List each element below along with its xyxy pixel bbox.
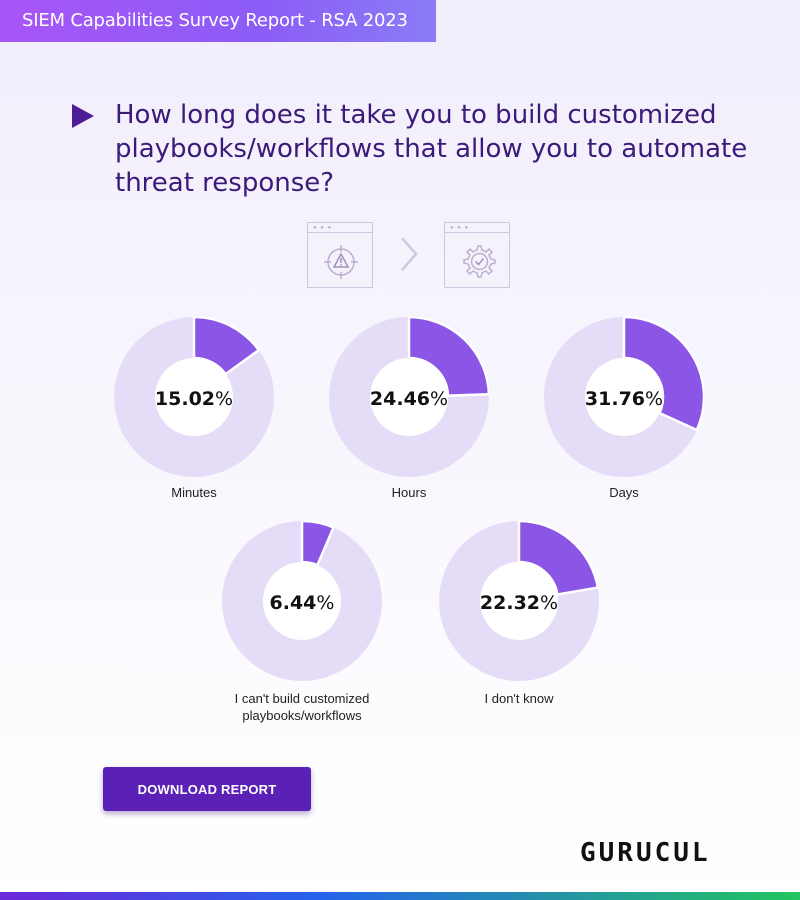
percentage-unit: % bbox=[645, 388, 664, 410]
percentage-unit: % bbox=[430, 388, 449, 410]
donut-chart: 31.76% Days bbox=[544, 317, 724, 517]
donut-chart: 24.46% Hours bbox=[329, 317, 509, 517]
percentage-label: 15.02% bbox=[114, 388, 274, 410]
category-label: Hours bbox=[391, 485, 427, 500]
donut-hole bbox=[480, 562, 558, 640]
chevron-right-icon bbox=[401, 237, 418, 271]
percentage-value: 6.44 bbox=[269, 592, 317, 614]
percentage-value: 22.32 bbox=[479, 592, 541, 614]
play-arrow-icon bbox=[72, 104, 94, 128]
donut-hole bbox=[155, 358, 233, 436]
flow-illustration: ● ● ● ● ● ● bbox=[307, 222, 511, 288]
donut-chart: 6.44% I can't build customized playbooks/… bbox=[222, 521, 402, 723]
percentage-value: 31.76 bbox=[584, 388, 646, 410]
question-text: How long does it take you to build custo… bbox=[115, 100, 748, 198]
category-label: Days bbox=[609, 485, 639, 500]
percentage-label: 31.76% bbox=[544, 388, 704, 410]
donut-hole bbox=[585, 358, 663, 436]
donut-chart: 15.02% Minutes bbox=[114, 317, 294, 517]
bottom-gradient-bar bbox=[0, 892, 800, 900]
download-report-button[interactable]: DOWNLOAD REPORT bbox=[103, 767, 311, 811]
donut-hole bbox=[370, 358, 448, 436]
donut-hole bbox=[263, 562, 341, 640]
category-label: I can't build customized playbooks/workf… bbox=[234, 691, 370, 723]
percentage-label: 24.46% bbox=[329, 388, 489, 410]
percentage-value: 15.02 bbox=[154, 388, 216, 410]
percentage-unit: % bbox=[316, 592, 335, 614]
percentage-unit: % bbox=[215, 388, 234, 410]
gurucul-logo: GURUCUL bbox=[580, 838, 711, 868]
donut-chart: 22.32% I don't know bbox=[439, 521, 619, 721]
category-label: Minutes bbox=[171, 485, 217, 500]
alert-target-icon: ● ● ● bbox=[307, 222, 373, 288]
percentage-label: 6.44% bbox=[222, 592, 382, 614]
percentage-label: 22.32% bbox=[439, 592, 599, 614]
percentage-value: 24.46 bbox=[369, 388, 431, 410]
percentage-unit: % bbox=[540, 592, 559, 614]
gear-check-icon: ● ● ● bbox=[444, 222, 510, 288]
report-title-banner: SIEM Capabilities Survey Report - RSA 20… bbox=[0, 0, 436, 42]
category-label: I don't know bbox=[484, 691, 554, 706]
